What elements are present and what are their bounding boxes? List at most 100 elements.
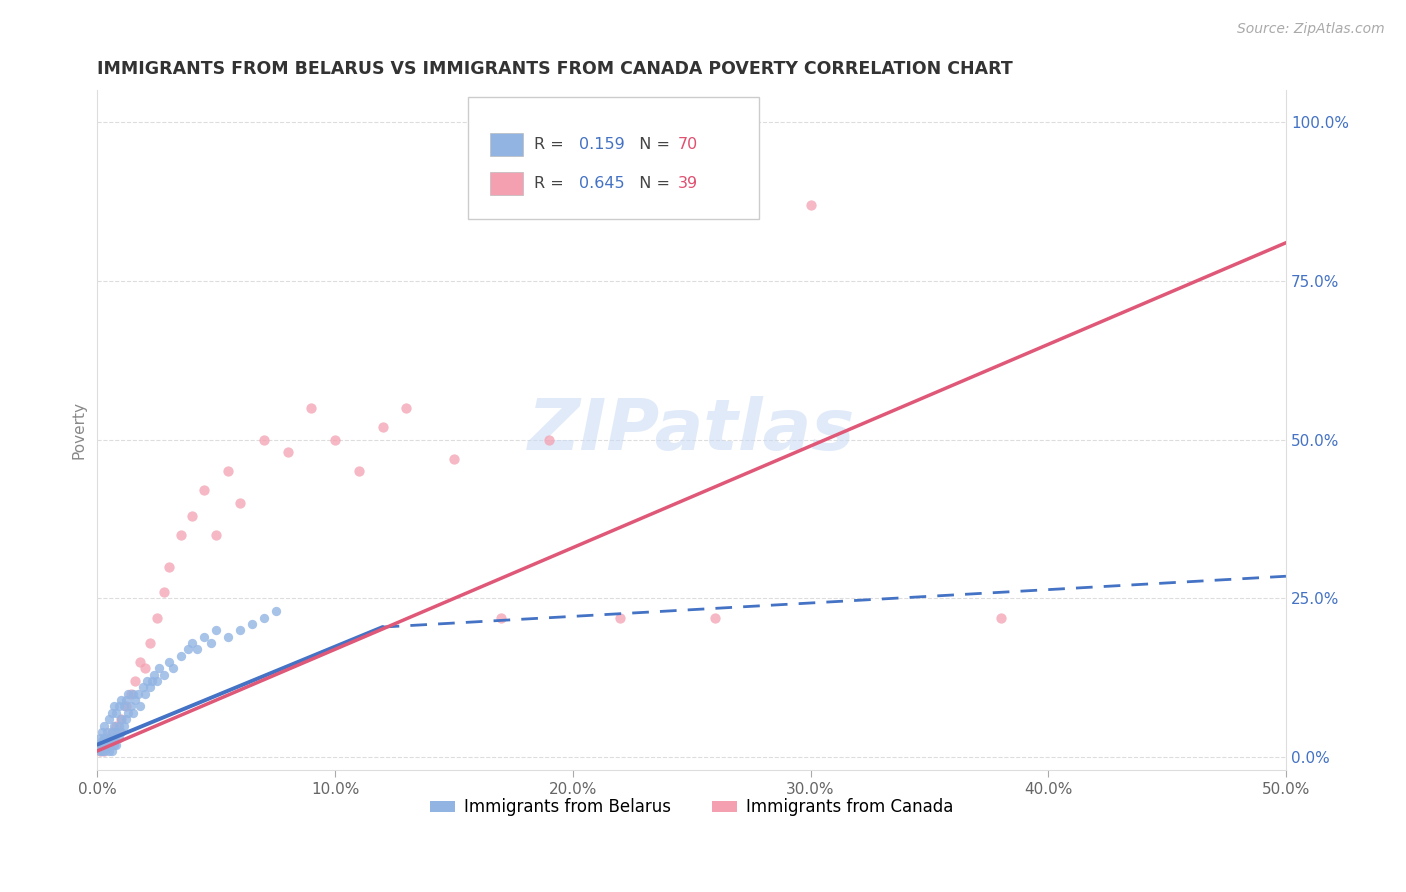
Point (122, 687, 145, 701)
Point (264, 604, 287, 618)
Point (162, 661, 184, 675)
Point (169, 648, 191, 663)
Point (93, 738, 115, 752)
Point (253, 433, 276, 447)
Point (323, 433, 346, 447)
Point (103, 731, 125, 746)
Point (103, 699, 125, 714)
Point (704, 610, 727, 624)
Point (141, 674, 163, 689)
Point (138, 681, 160, 695)
Point (371, 420, 394, 434)
Point (100, 734, 122, 748)
Point (124, 693, 146, 707)
Point (112, 718, 135, 732)
Point (105, 718, 128, 732)
Point (107, 731, 129, 746)
Point (193, 483, 215, 498)
Point (120, 699, 142, 714)
Point (98, 731, 121, 746)
Text: 39: 39 (678, 176, 697, 191)
Point (89, 731, 111, 746)
Point (107, 724, 129, 739)
Point (103, 718, 125, 732)
Text: Source: ZipAtlas.com: Source: ZipAtlas.com (1237, 22, 1385, 37)
Point (127, 687, 149, 701)
Point (176, 642, 198, 657)
Point (205, 624, 228, 638)
Point (112, 699, 135, 714)
Point (107, 718, 129, 732)
Point (193, 630, 215, 644)
Point (205, 528, 228, 542)
Point (143, 667, 166, 681)
Text: IMMIGRANTS FROM BELARUS VS IMMIGRANTS FROM CANADA POVERTY CORRELATION CHART: IMMIGRANTS FROM BELARUS VS IMMIGRANTS FR… (97, 60, 1014, 78)
Point (89, 738, 111, 752)
Text: N =: N = (628, 176, 675, 191)
Point (153, 667, 176, 681)
Y-axis label: Poverty: Poverty (72, 401, 86, 459)
Point (157, 655, 180, 669)
Point (134, 687, 156, 701)
Point (91, 740, 114, 755)
Point (98, 744, 121, 758)
Point (186, 642, 208, 657)
Point (146, 674, 169, 689)
Point (110, 693, 132, 707)
Point (89, 744, 111, 758)
Point (110, 712, 132, 726)
Point (115, 712, 138, 726)
Point (129, 699, 152, 714)
Point (990, 610, 1012, 624)
Point (537, 433, 560, 447)
Point (96, 731, 118, 746)
Point (609, 610, 631, 624)
Point (117, 706, 139, 720)
Text: 70: 70 (678, 137, 697, 153)
Text: N =: N = (628, 137, 675, 153)
Point (107, 699, 129, 714)
Text: R =: R = (533, 176, 568, 191)
Point (146, 610, 169, 624)
Point (253, 610, 276, 624)
Point (110, 724, 132, 739)
FancyBboxPatch shape (468, 97, 759, 219)
Point (96, 724, 118, 739)
Point (100, 706, 122, 720)
Point (443, 451, 465, 466)
Point (100, 744, 122, 758)
Legend: Immigrants from Belarus, Immigrants from Canada: Immigrants from Belarus, Immigrants from… (423, 791, 960, 822)
Point (91, 734, 114, 748)
Point (277, 445, 299, 459)
Text: 0.645: 0.645 (579, 176, 624, 191)
Point (134, 661, 156, 675)
FancyBboxPatch shape (489, 133, 523, 156)
Point (96, 734, 118, 748)
Point (395, 401, 418, 415)
Point (200, 636, 222, 650)
Point (110, 712, 132, 726)
Point (98, 738, 121, 752)
Point (96, 740, 118, 755)
Point (169, 528, 191, 542)
Point (93, 718, 115, 732)
Point (299, 401, 322, 415)
Point (89, 744, 111, 758)
Point (229, 624, 252, 638)
FancyBboxPatch shape (489, 172, 523, 195)
Point (491, 610, 513, 624)
Point (117, 687, 139, 701)
Point (91, 744, 114, 758)
Point (347, 465, 370, 479)
Point (91, 738, 114, 752)
Point (91, 724, 114, 739)
Text: 0.159: 0.159 (579, 137, 624, 153)
Point (98, 712, 121, 726)
Point (115, 693, 138, 707)
Point (115, 699, 138, 714)
Point (93, 731, 115, 746)
Point (122, 706, 145, 720)
Text: ZIPatlas: ZIPatlas (529, 396, 855, 465)
Point (153, 585, 176, 599)
Point (120, 687, 142, 701)
